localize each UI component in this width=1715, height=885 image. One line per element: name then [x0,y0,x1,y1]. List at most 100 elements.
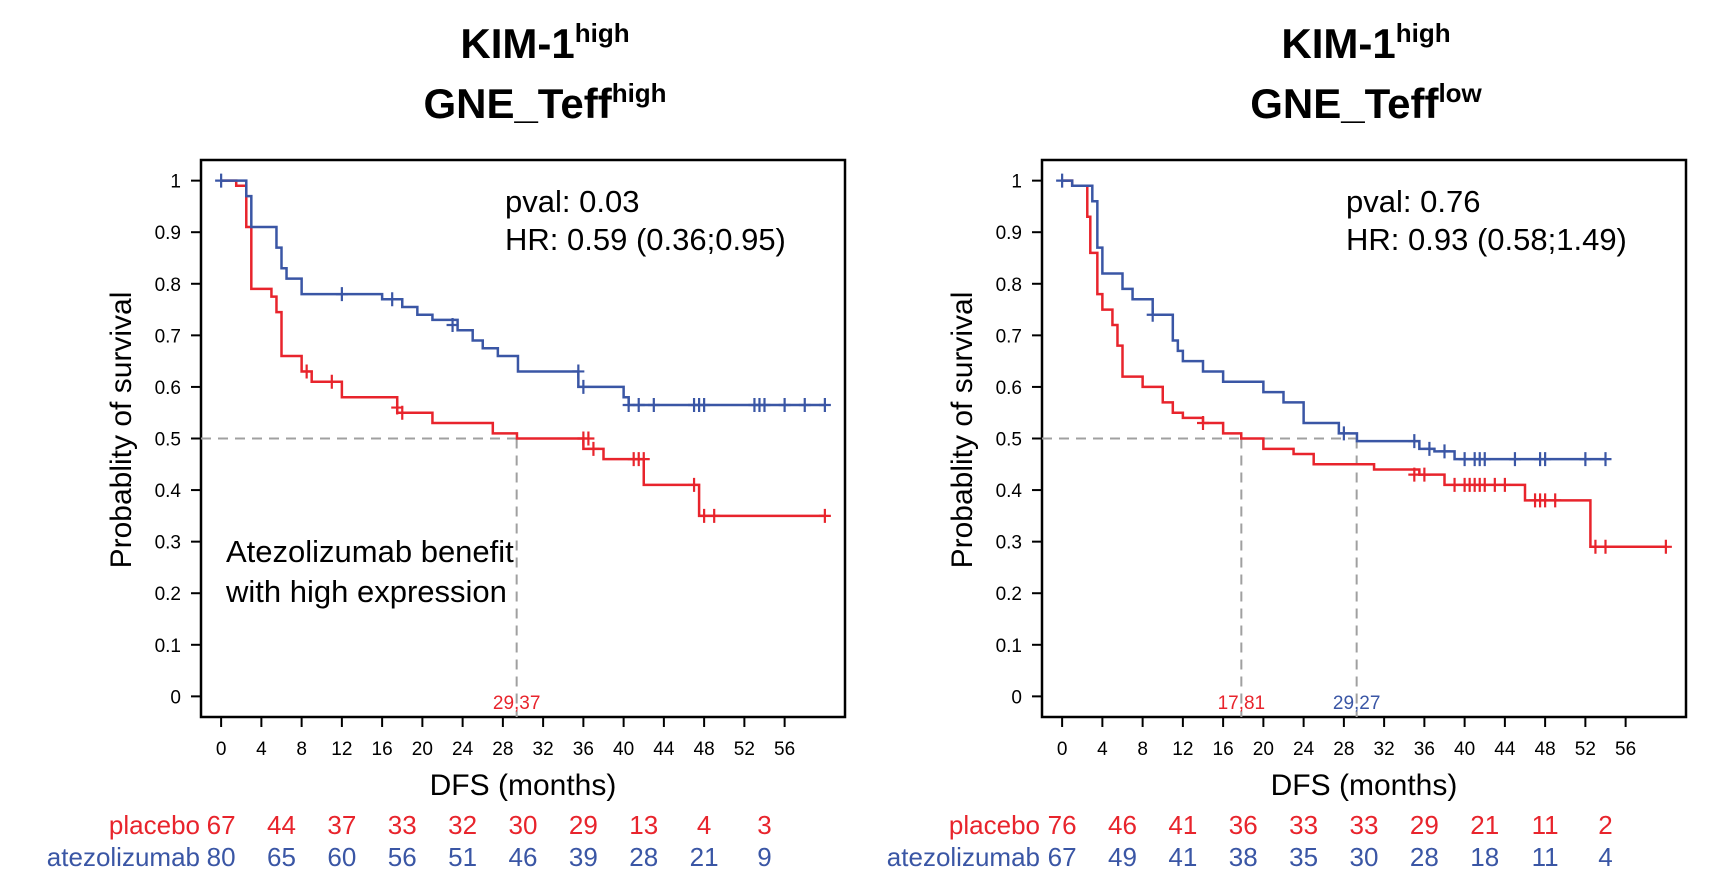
risk-count-atezolizumab: 38 [1229,842,1258,872]
risk-label-atezolizumab: atezolizumab [47,842,200,872]
atezolizumab-censor-mark [818,397,831,412]
x-tick-label: 8 [296,739,307,760]
panel-right-y-label: Probablity of survival [946,292,979,569]
atezolizumab-censor-mark [1579,452,1592,467]
placebo-censor-mark [1448,477,1461,492]
x-tick-label: 32 [1374,739,1395,760]
y-tick-label: 0.1 [155,636,181,657]
risk-count-atezolizumab: 28 [1410,842,1439,872]
x-tick-label: 20 [412,739,433,760]
atezolizumab-censor-mark [572,364,585,379]
risk-count-placebo: 33 [1350,810,1379,840]
risk-count-atezolizumab: 65 [267,842,296,872]
placebo-censor-mark [1599,539,1612,554]
panel-left-title-line1: KIM-1high [460,18,629,67]
x-tick-label: 48 [694,739,715,760]
x-tick-label: 24 [452,739,474,760]
x-tick-label: 52 [1575,739,1596,760]
x-tick-label: 12 [331,739,352,760]
placebo-censor-mark [1488,477,1501,492]
atezolizumab-censor-mark [698,397,711,412]
panel-left-pval: pval: 0.03 [505,184,639,219]
risk-count-placebo: 29 [569,810,598,840]
y-tick-label: 0.3 [155,533,181,554]
x-tick-label: 12 [1172,739,1193,760]
risk-count-atezolizumab: 51 [448,842,477,872]
risk-label-placebo: placebo [109,810,200,840]
panel-left-curves [215,173,831,523]
atezolizumab-survival-curve [1062,179,1606,461]
risk-count-placebo: 76 [1048,810,1077,840]
x-tick-label: 24 [1293,739,1315,760]
risk-count-atezolizumab: 28 [629,842,658,872]
panel-right-median-lines: 17,81 29,27 [1042,437,1380,717]
x-tick-label: 36 [573,739,594,760]
y-tick-label: 0.6 [996,378,1022,399]
risk-count-placebo: 46 [1108,810,1137,840]
y-tick-label: 0.2 [996,584,1022,605]
risk-count-atezolizumab: 18 [1470,842,1499,872]
risk-count-placebo: 33 [388,810,417,840]
panel-right-title-line1: KIM-1high [1281,18,1450,67]
x-tick-label: 56 [1615,739,1636,760]
y-tick-label: 0.5 [996,430,1022,451]
atezolizumab-censor-mark [622,397,635,412]
placebo-censor-mark [1498,477,1511,492]
risk-count-atezolizumab: 4 [1598,842,1612,872]
atezolizumab-censor-mark [1539,452,1552,467]
atezolizumab-censor-mark [386,292,399,307]
y-tick-label: 0.5 [155,430,181,451]
atezolizumab-censor-mark [1478,452,1491,467]
y-tick-label: 0 [1011,687,1022,708]
x-tick-label: 4 [1097,739,1108,760]
atezolizumab-censor-mark [1408,434,1421,449]
atezolizumab-censor-mark [1599,452,1612,467]
y-tick-label: 0.6 [155,378,181,399]
risk-count-placebo: 13 [629,810,658,840]
x-tick-label: 40 [1454,739,1475,760]
placebo-censor-mark [396,405,409,420]
y-tick-label: 0.2 [155,584,181,605]
y-tick-label: 0.8 [155,275,181,296]
x-tick-label: 20 [1253,739,1274,760]
risk-count-placebo: 32 [448,810,477,840]
median-value-label: 29,37 [493,693,541,714]
atezolizumab-survival-curve [221,179,825,407]
x-tick-label: 8 [1137,739,1148,760]
atezolizumab-censor-mark [1056,173,1069,188]
median-value-label: 17,81 [1218,693,1266,714]
risk-count-atezolizumab: 60 [327,842,356,872]
risk-count-atezolizumab: 56 [388,842,417,872]
y-tick-label: 0 [170,687,181,708]
y-tick-label: 1 [170,172,181,193]
x-tick-label: 0 [1057,739,1068,760]
panel-right-curves [1056,173,1672,554]
x-tick-label: 44 [1494,739,1516,760]
risk-count-placebo: 33 [1289,810,1318,840]
placebo-censor-mark [818,508,831,523]
x-tick-label: 56 [774,739,795,760]
panel-left: KIM-1high GNE_Teffhigh 00.10.20.30.40.50… [47,18,847,872]
panel-right-pval: pval: 0.76 [1346,184,1480,219]
atezolizumab-censor-mark [1146,307,1159,322]
placebo-censor-mark [582,431,595,446]
y-tick-label: 0.7 [155,326,181,347]
panel-right-risk-table: placebo 76 46 41 36 33 33 29 21 11 2 atezolizumab 67… [887,810,1613,872]
risk-count-atezolizumab: 11 [1532,842,1559,872]
panel-left-y-axis: 0 0.1 0.2 0.3 0.4 0.5 0.6 0.7 0.8 0.9 1 [155,172,201,708]
x-tick-label: 28 [1333,739,1354,760]
y-tick-label: 0.3 [996,533,1022,554]
risk-count-placebo: 44 [267,810,296,840]
risk-count-placebo: 21 [1470,810,1499,840]
y-tick-label: 0.4 [155,481,182,502]
risk-count-placebo: 11 [1532,810,1559,840]
x-tick-label: 36 [1414,739,1435,760]
panel-right-x-label: DFS (months) [1271,769,1458,802]
y-tick-label: 0.8 [996,275,1022,296]
panel-left-median-lines: 29,37 [201,437,541,717]
atezolizumab-censor-mark [778,397,791,412]
x-tick-label: 16 [372,739,393,760]
x-tick-label: 40 [613,739,634,760]
risk-count-atezolizumab: 30 [1350,842,1379,872]
